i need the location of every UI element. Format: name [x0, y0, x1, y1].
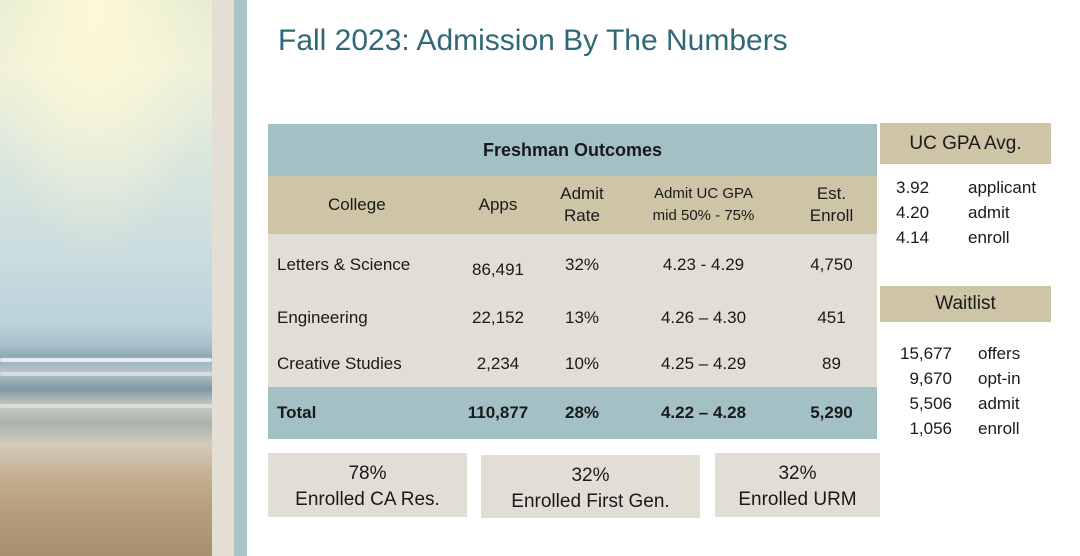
- waitlist-heading: Waitlist: [880, 286, 1051, 322]
- column-header-line: Est.: [816, 184, 847, 203]
- waitlist-value: 15,677: [900, 344, 952, 363]
- wave-foam: [0, 404, 212, 408]
- column-header-line: Admit: [560, 184, 604, 203]
- cell-admit-rate: 10%: [543, 341, 621, 387]
- stat-box-ca-res: 78% Enrolled CA Res.: [268, 453, 467, 517]
- freshman-outcomes-table: Freshman Outcomes College Apps Admit Rat…: [268, 124, 877, 439]
- stat-label: Enrolled CA Res.: [295, 489, 440, 510]
- cell-college: Total: [268, 387, 453, 439]
- gpa-value: 3.92: [896, 178, 930, 197]
- cell-admit-rate: 13%: [543, 295, 621, 341]
- cell-gpa: 4.26 – 4.30: [621, 295, 786, 341]
- waitlist-list: 15,677 offers 9,670 opt-in 5,506 admit 1…: [894, 341, 1021, 441]
- cell-admit-rate: 28%: [543, 387, 621, 439]
- stat-box-first-gen: 32% Enrolled First Gen.: [481, 455, 700, 518]
- cell-gpa: 4.23 - 4.29: [621, 234, 786, 295]
- cell-apps: 22,152: [453, 295, 543, 341]
- column-header-apps: Apps: [453, 176, 543, 234]
- waitlist-label: offers: [978, 344, 1021, 363]
- list-item: 1,056 enroll: [894, 416, 1021, 441]
- gpa-value: 4.20: [896, 203, 930, 222]
- list-item: 4.14 enroll: [896, 225, 1036, 250]
- column-header-college: College: [268, 176, 453, 234]
- column-header-line: Admit UC GPA: [654, 185, 753, 202]
- column-header-line: mid 50% - 75%: [652, 207, 755, 224]
- cell-enroll: 5,290: [786, 387, 877, 439]
- page-title: Fall 2023: Admission By The Numbers: [278, 24, 788, 57]
- cell-college: Engineering: [268, 295, 453, 341]
- column-header-enroll: Est. Enroll: [786, 176, 877, 234]
- cell-gpa: 4.25 – 4.29: [621, 341, 786, 387]
- cell-college: Creative Studies: [268, 341, 453, 387]
- cell-enroll: 4,750: [786, 234, 877, 295]
- cell-apps: 2,234: [453, 341, 543, 387]
- table-row: Engineering 22,152 13% 4.26 – 4.30 451: [268, 295, 877, 341]
- cell-college: Letters & Science: [268, 234, 453, 295]
- stat-label: Enrolled First Gen.: [511, 491, 670, 512]
- list-item: 5,506 admit: [894, 391, 1021, 416]
- list-item: 4.20 admit: [896, 200, 1036, 225]
- cell-admit-rate: 32%: [543, 234, 621, 295]
- gpa-label: applicant: [968, 178, 1037, 197]
- gpa-avg-list: 3.92 applicant 4.20 admit 4.14 enroll: [896, 175, 1036, 250]
- column-header-admit-rate: Admit Rate: [543, 176, 621, 234]
- stat-value: 32%: [571, 465, 610, 486]
- column-header-gpa: Admit UC GPA mid 50% - 75%: [621, 176, 786, 234]
- table-row: Creative Studies 2,234 10% 4.25 – 4.29 8…: [268, 341, 877, 387]
- beach-photo: [0, 0, 212, 556]
- cell-gpa: 4.22 – 4.28: [621, 387, 786, 439]
- gpa-avg-heading: UC GPA Avg.: [880, 123, 1051, 164]
- waitlist-value: 5,506: [909, 394, 952, 413]
- gpa-label: admit: [968, 203, 1010, 222]
- waitlist-label: enroll: [978, 419, 1020, 438]
- column-header-row: College Apps Admit Rate Admit UC GPA mid…: [268, 176, 877, 234]
- cell-enroll: 89: [786, 341, 877, 387]
- table-row: Letters & Science 86,491 32% 4.23 - 4.29…: [268, 234, 877, 295]
- list-item: 15,677 offers: [894, 341, 1021, 366]
- stat-value: 32%: [778, 463, 817, 484]
- table-caption-row: Freshman Outcomes: [268, 124, 877, 176]
- waitlist-value: 9,670: [909, 369, 952, 388]
- wave-foam: [0, 372, 212, 376]
- cell-apps: 110,877: [453, 387, 543, 439]
- sky-glow: [0, 0, 212, 260]
- column-header-line: Enroll: [809, 206, 854, 225]
- decorative-stripe: [234, 0, 247, 556]
- waitlist-label: opt-in: [978, 369, 1021, 388]
- decorative-stripe: [212, 0, 234, 556]
- stat-label: Enrolled URM: [738, 489, 857, 510]
- column-header-line: Rate: [564, 206, 600, 225]
- table-caption: Freshman Outcomes: [268, 124, 877, 176]
- wave-foam: [0, 358, 212, 362]
- list-item: 3.92 applicant: [896, 175, 1036, 200]
- gpa-label: enroll: [968, 228, 1010, 247]
- table-total-row: Total 110,877 28% 4.22 – 4.28 5,290: [268, 387, 877, 439]
- gpa-value: 4.14: [896, 228, 930, 247]
- stat-box-urm: 32% Enrolled URM: [715, 453, 880, 517]
- cell-enroll: 451: [786, 295, 877, 341]
- waitlist-value: 1,056: [909, 419, 952, 438]
- cell-apps: 86,491: [453, 234, 543, 295]
- waitlist-label: admit: [978, 394, 1020, 413]
- stat-value: 78%: [348, 463, 387, 484]
- list-item: 9,670 opt-in: [894, 366, 1021, 391]
